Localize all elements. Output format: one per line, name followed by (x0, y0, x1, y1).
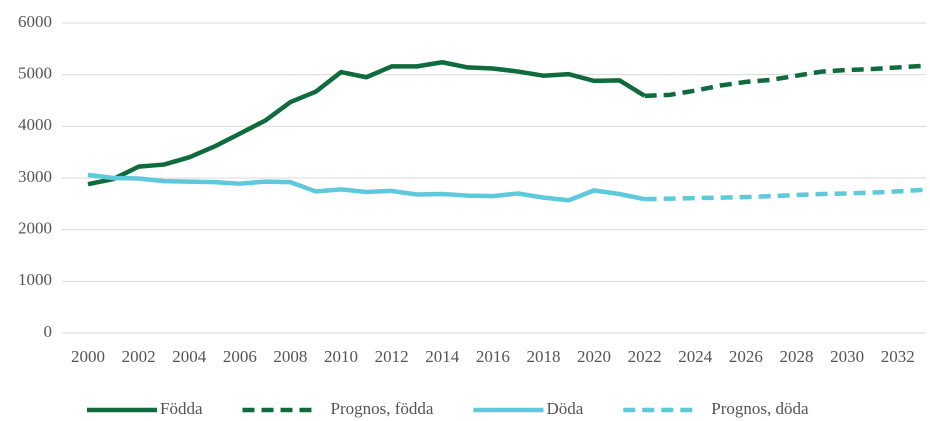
x-tick-label: 2002 (122, 347, 156, 366)
x-tick-label: 2000 (71, 347, 105, 366)
series-line (87, 172, 646, 203)
x-tick-label: 2022 (628, 347, 662, 366)
x-tick-label: 2008 (273, 347, 307, 366)
x-tick-label: 2010 (324, 347, 358, 366)
series-line (644, 63, 924, 99)
series-line (644, 187, 924, 202)
x-tick-label: 2026 (729, 347, 763, 366)
y-tick-label: 0 (44, 322, 53, 341)
legend-label: Födda (160, 399, 203, 418)
x-tick-label: 2028 (779, 347, 813, 366)
x-tick-label: 2020 (577, 347, 611, 366)
legend-label: Prognos, döda (711, 399, 809, 418)
legend-label: Prognos, födda (331, 399, 434, 418)
x-tick-label: 2006 (223, 347, 257, 366)
x-tick-label: 2012 (375, 347, 409, 366)
legend-label: Döda (546, 399, 583, 418)
x-tick-label: 2014 (425, 347, 460, 366)
y-tick-label: 6000 (18, 12, 52, 31)
y-tick-label: 4000 (18, 115, 52, 134)
x-tick-label: 2024 (678, 347, 713, 366)
x-tick-label: 2018 (526, 347, 560, 366)
y-tick-label: 3000 (18, 167, 52, 186)
y-tick-label: 5000 (18, 64, 52, 83)
y-tick-label: 1000 (18, 270, 52, 289)
y-tick-label: 2000 (18, 219, 52, 238)
x-tick-label: 2016 (476, 347, 510, 366)
series-line (87, 60, 646, 187)
x-tick-label: 2004 (172, 347, 207, 366)
x-tick-label: 2032 (881, 347, 915, 366)
x-tick-label: 2030 (830, 347, 864, 366)
